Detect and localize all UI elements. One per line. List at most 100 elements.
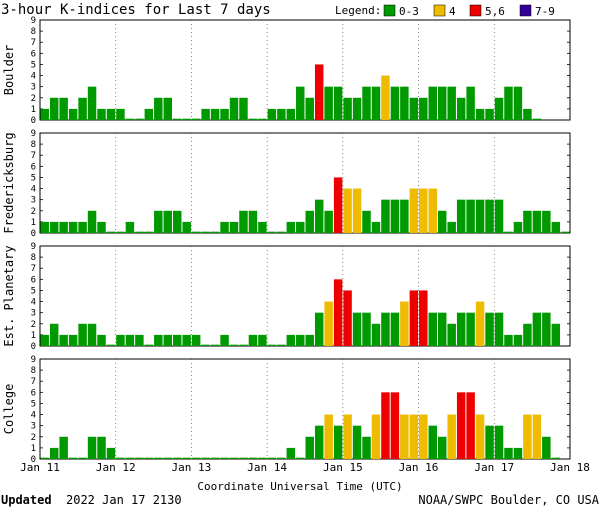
- k-index-bar: [220, 334, 229, 346]
- k-index-bar: [68, 334, 78, 346]
- k-index-bar: [305, 334, 314, 346]
- k-index-bar: [523, 210, 532, 233]
- k-index-bar: [210, 344, 220, 346]
- k-index-bar: [314, 64, 324, 120]
- k-index-bar: [210, 231, 220, 233]
- k-index-bar: [523, 414, 532, 459]
- k-index-bar: [343, 290, 352, 346]
- k-index-bar: [381, 75, 390, 120]
- panel-label: Boulder: [2, 45, 16, 96]
- k-index-bar: [475, 414, 485, 459]
- panels: 0123456789Boulder0123456789Fredericksbur…: [2, 16, 571, 465]
- k-index-bar: [97, 221, 106, 233]
- k-index-bar: [182, 118, 191, 120]
- k-index-bar: [40, 108, 49, 120]
- legend-title: Legend:: [335, 4, 381, 17]
- k-index-bar: [475, 301, 485, 346]
- k-index-bar: [324, 414, 333, 459]
- k-index-bar: [125, 457, 135, 459]
- panel-label: Est. Planetary: [2, 245, 16, 346]
- k-index-bar: [49, 323, 59, 346]
- k-index-bar: [154, 457, 163, 459]
- k-index-bar: [191, 457, 201, 459]
- y-tick-label: 7: [31, 151, 36, 161]
- k-index-bar: [248, 210, 258, 233]
- k-index-bar: [513, 447, 523, 459]
- k-index-bar: [116, 108, 125, 120]
- k-index-bar: [239, 97, 248, 120]
- k-index-bar: [371, 221, 381, 233]
- k-index-bar: [201, 457, 210, 459]
- k-index-bar: [352, 425, 362, 459]
- k-index-bar: [277, 457, 286, 459]
- k-index-bar: [551, 221, 561, 233]
- y-tick-label: 1: [31, 331, 36, 341]
- k-index-bar: [277, 108, 286, 120]
- k-index-bar: [106, 231, 116, 233]
- y-tick-label: 6: [31, 275, 36, 285]
- k-index-bar: [324, 86, 333, 120]
- k-index-bar: [220, 457, 229, 459]
- y-tick-label: 5: [31, 60, 36, 70]
- k-index-bar: [513, 221, 523, 233]
- k-index-bar: [144, 457, 154, 459]
- k-index-bar: [504, 447, 513, 459]
- k-index-bar: [419, 97, 428, 120]
- k-index-bar: [258, 221, 267, 233]
- k-index-bar: [314, 312, 324, 346]
- k-index-bar: [428, 86, 437, 120]
- legend-label-2: 5,6: [485, 5, 505, 18]
- k-index-bar: [296, 221, 305, 233]
- k-index-bar: [286, 334, 296, 346]
- k-index-bar: [210, 457, 220, 459]
- k-index-bar: [438, 210, 447, 233]
- k-index-bar: [447, 221, 456, 233]
- k-index-bar: [59, 97, 68, 120]
- source-credit: NOAA/SWPC Boulder, CO USA: [418, 493, 599, 507]
- k-index-bar: [475, 108, 485, 120]
- y-tick-label: 9: [31, 242, 36, 252]
- y-tick-label: 0: [31, 455, 36, 465]
- k-index-bar: [40, 457, 49, 459]
- y-tick-label: 7: [31, 377, 36, 387]
- updated-label: Updated: [1, 493, 52, 507]
- k-index-bar: [494, 425, 504, 459]
- k-index-bar: [78, 323, 87, 346]
- k-index-bar: [106, 108, 116, 120]
- k-index-bar: [352, 312, 362, 346]
- k-index-bar: [504, 334, 513, 346]
- k-index-bar: [173, 334, 182, 346]
- y-tick-label: 3: [31, 83, 36, 93]
- k-index-bar: [400, 301, 409, 346]
- x-tick-label: Jan 15: [323, 461, 363, 474]
- y-tick-label: 9: [31, 355, 36, 365]
- k-index-bar: [97, 334, 106, 346]
- k-index-bar: [125, 118, 135, 120]
- k-index-bar: [125, 221, 135, 233]
- k-index-bar: [333, 86, 343, 120]
- k-index-bar: [466, 392, 475, 459]
- k-index-bar: [135, 334, 144, 346]
- y-tick-label: 8: [31, 140, 36, 150]
- k-index-bar: [419, 414, 428, 459]
- k-index-bar: [78, 97, 87, 120]
- legend-label-3: 7-9: [535, 5, 555, 18]
- x-tick-label: Jan 17: [474, 461, 514, 474]
- y-tick-label: 5: [31, 286, 36, 296]
- k-index-bar: [371, 86, 381, 120]
- k-index-bar: [286, 447, 296, 459]
- k-index-bar: [456, 97, 466, 120]
- k-index-bar: [494, 199, 504, 233]
- k-index-bar: [352, 188, 362, 233]
- k-index-bar: [49, 447, 59, 459]
- y-tick-label: 4: [31, 411, 36, 421]
- k-index-bar: [485, 199, 494, 233]
- k-index-bar: [144, 344, 154, 346]
- legend-swatch-2: [469, 4, 482, 17]
- k-index-bar: [173, 457, 182, 459]
- k-index-bar: [239, 344, 248, 346]
- k-index-bar: [229, 457, 239, 459]
